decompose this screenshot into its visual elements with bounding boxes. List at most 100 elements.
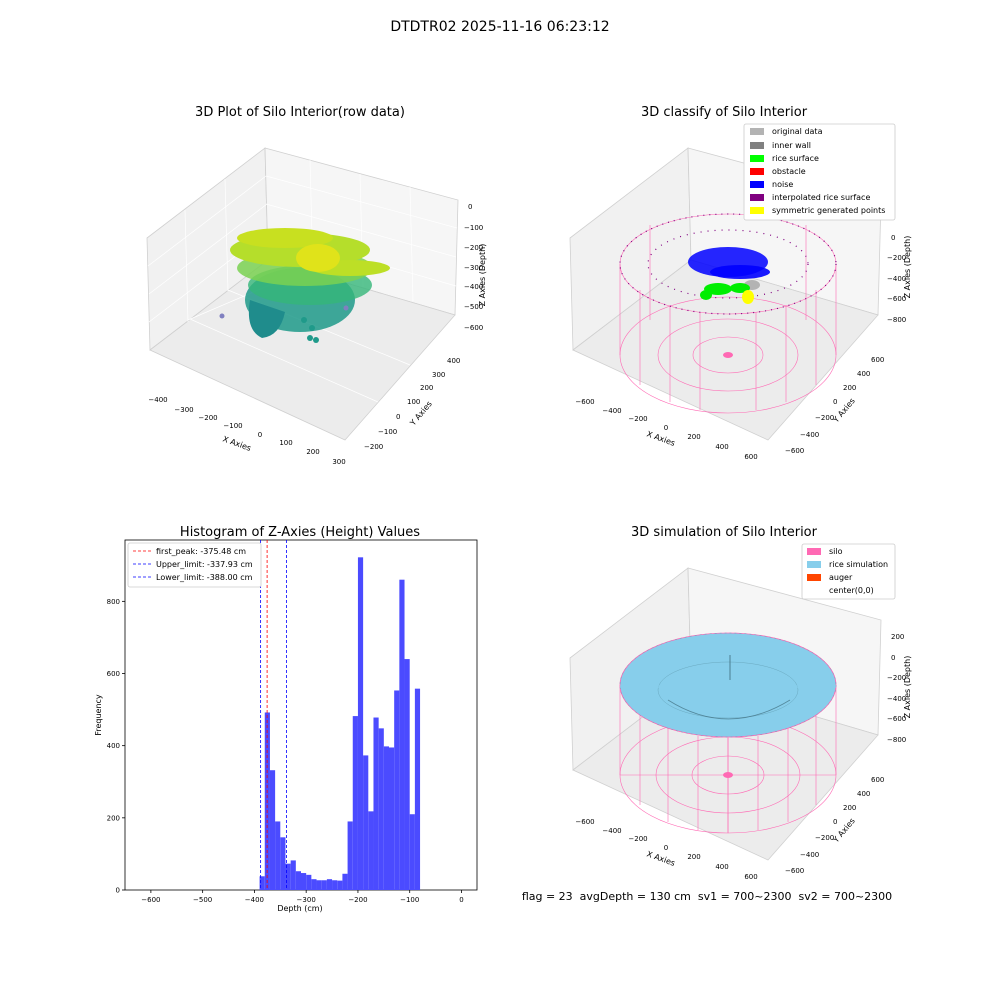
svg-text:0: 0 [396,413,400,421]
svg-text:400: 400 [715,863,728,871]
legend-label-inner-wall: inner wall [772,141,811,150]
legend-swatch-auger [807,574,821,581]
svg-text:−200: −200 [887,674,906,682]
histogram-bar [316,880,322,890]
simulation-z-ticks: 200 0 −200 −400 −600 −800 [887,633,906,744]
svg-text:−400: −400 [602,407,621,415]
svg-text:200: 200 [687,853,700,861]
histogram-bar [352,716,358,890]
svg-text:−400: −400 [464,283,483,291]
svg-text:−200: −200 [815,834,834,842]
histogram-bar [394,690,400,890]
panel-raw-data: 3D Plot of Silo Interior(row data) [146,105,487,466]
histogram-bar [399,579,405,890]
classify-floor-pane [572,259,879,441]
histogram-y-tick-label: 800 [107,598,120,606]
svg-text:−600: −600 [887,715,906,723]
status-footer: flag = 23 avgDepth = 130 cm sv1 = 700~23… [522,890,892,903]
legend-swatch-rice-simulation [807,561,821,568]
histogram-bar [337,880,343,890]
svg-text:200: 200 [843,384,856,392]
legend-label-noise: noise [772,180,793,189]
histogram-vlines [260,540,287,890]
classify-z-ticks: 0 −200 −400 −600 −800 [887,234,906,324]
histogram-bar [332,880,338,890]
histogram-bar [321,880,327,890]
svg-text:200: 200 [306,448,319,456]
svg-text:−400: −400 [148,396,167,404]
histogram-bar [342,873,348,890]
simulation-title: 3D simulation of Silo Interior [631,525,818,540]
raw-point-cloud [219,228,390,343]
legend-swatch-obstacle [750,168,764,175]
histogram-x-label: Depth (cm) [277,904,322,913]
classify-title: 3D classify of Silo Interior [641,105,808,120]
svg-text:−600: −600 [887,295,906,303]
svg-text:0: 0 [258,431,262,439]
svg-text:300: 300 [432,371,445,379]
svg-text:200: 200 [891,633,904,641]
histogram-bar [409,814,415,890]
legend-swatch-noise [750,181,764,188]
histogram-legend-label: first_peak: -375.48 cm [156,547,246,556]
svg-text:200: 200 [843,804,856,812]
raw-y-ticks: −200 −100 0 100 200 300 400 [364,357,460,451]
classify-x-label: X Axies [645,429,676,448]
legend-swatch-inner-wall [750,142,764,149]
histogram-bar [389,747,395,890]
svg-text:600: 600 [744,873,757,881]
svg-text:0: 0 [891,654,895,662]
histogram-bar [259,876,265,890]
histogram-y-label: Frequency [94,694,103,736]
panel-simulation: 3D simulation of Silo Interior silo ric [569,525,912,881]
histogram-bar [373,717,379,890]
histogram-legend: first_peak: -375.48 cm Upper_limit: -337.… [127,542,262,588]
svg-text:400: 400 [857,790,870,798]
raw-x-label: X Axies [221,434,252,453]
svg-text:0: 0 [891,234,895,242]
classify-z-label: Z Axies (Depth) [903,236,912,299]
histogram-x-tick-label: −300 [297,896,316,904]
svg-text:−200: −200 [628,835,647,843]
histogram-bar [301,873,307,890]
svg-text:−200: −200 [815,414,834,422]
svg-text:200: 200 [420,384,433,392]
simulation-legend: silo rice simulation auger center(0,0) [801,543,896,600]
legend-label-interpolated: interpolated rice surface [772,193,870,202]
svg-text:0: 0 [833,398,837,406]
svg-text:600: 600 [871,356,884,364]
histogram-bar [275,821,281,890]
svg-text:−200: −200 [628,415,647,423]
svg-text:−400: −400 [887,695,906,703]
histogram-bar [378,728,384,890]
svg-text:100: 100 [279,439,292,447]
legend-swatch-silo [807,548,821,555]
legend-label-obstacle: obstacle [772,167,806,176]
histogram-bar [363,755,369,890]
svg-text:0: 0 [664,844,668,852]
svg-text:600: 600 [871,776,884,784]
histogram-bar [326,879,333,890]
svg-text:200: 200 [687,433,700,441]
panel-classify: 3D classify of Silo Interior [569,105,912,461]
raw-title: 3D Plot of Silo Interior(row data) [195,105,405,120]
classify-interp-ring [619,213,837,315]
histogram-bar [269,770,276,890]
histogram-x-ticks: −600 −500 −400 −300 −200 −100 0 [141,890,464,904]
svg-text:400: 400 [715,443,728,451]
legend-swatch-interpolated [750,194,764,201]
histogram-x-tick-label: −500 [193,896,212,904]
svg-text:−400: −400 [800,431,819,439]
histogram-x-tick-label: 0 [459,896,463,904]
histogram-x-tick-label: −100 [400,896,419,904]
raw-z-ticks: 0 −100 −200 −300 −400 −500 −600 [464,203,483,332]
svg-text:400: 400 [857,370,870,378]
histogram-x-tick-label: −600 [141,896,160,904]
svg-text:−100: −100 [464,224,483,232]
histogram-plot-area [124,539,478,891]
histogram-bar [280,837,286,890]
svg-text:−600: −600 [785,867,804,875]
legend-swatch-symmetric [750,207,764,214]
histogram-y-tick-label: 0 [116,887,120,895]
